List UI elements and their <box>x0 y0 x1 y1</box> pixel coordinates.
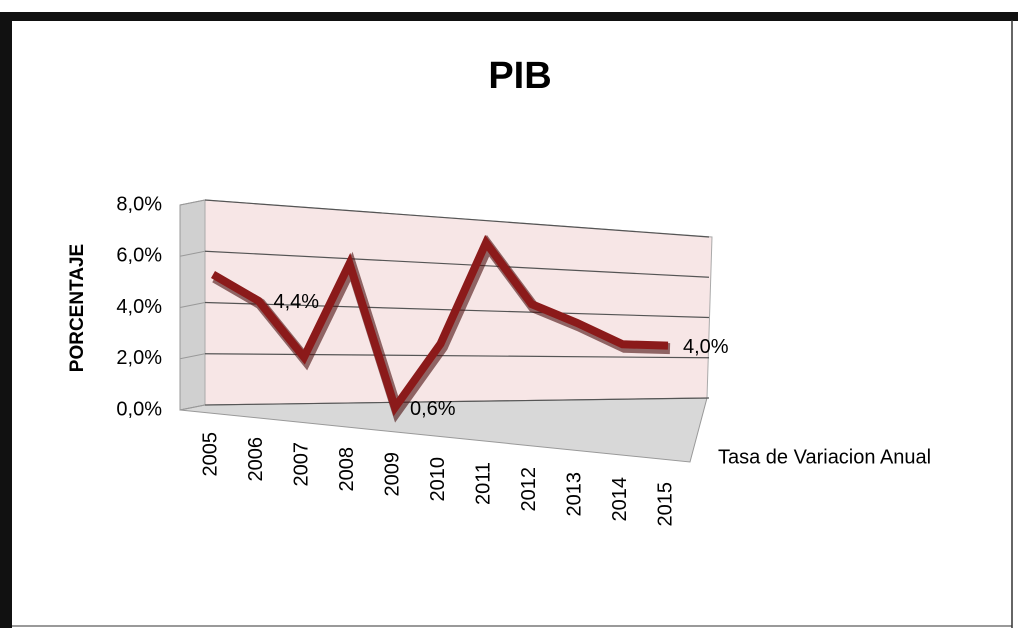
data-label: 0,6% <box>410 398 456 420</box>
y-tick-mark <box>179 302 206 308</box>
x-tick-label: 2009 <box>381 452 403 497</box>
legend-label: Tasa de Variacion Anual <box>718 446 931 468</box>
y-axis-label: PORCENTAJE <box>67 244 88 372</box>
chart-title: PIB <box>488 55 551 97</box>
frame-top <box>0 12 1018 21</box>
y-tick-label: 6,0% <box>116 245 162 267</box>
x-tick-label: 2012 <box>518 467 540 512</box>
grid-line <box>204 397 710 406</box>
y-tick-label: 2,0% <box>116 347 162 369</box>
x-tick-label: 2010 <box>427 457 449 502</box>
x-tick-label: 2008 <box>336 447 358 492</box>
line-series <box>210 234 669 417</box>
x-tick-label: 2013 <box>563 472 585 517</box>
frame-left <box>0 12 12 628</box>
grid-line <box>204 353 710 359</box>
grid-line <box>204 250 710 278</box>
grid-line <box>204 199 710 238</box>
x-tick-label: 2005 <box>199 432 221 477</box>
y-tick-label: 8,0% <box>116 193 162 215</box>
x-tick-label: 2007 <box>290 442 312 487</box>
x-tick-label: 2015 <box>654 482 676 527</box>
x-tick-label: 2014 <box>609 477 631 522</box>
x-tick-label: 2011 <box>472 462 494 505</box>
y-tick-label: 0,0% <box>116 398 162 420</box>
y-tick-mark <box>179 353 206 360</box>
y-tick-mark <box>179 250 206 257</box>
data-label: 4,0% <box>683 336 729 358</box>
y-tick-mark <box>179 199 206 206</box>
y-tick-mark <box>179 404 206 411</box>
data-label: 4,4% <box>274 291 320 313</box>
y-tick-label: 4,0% <box>116 296 162 318</box>
x-tick-label: 2006 <box>245 437 267 482</box>
